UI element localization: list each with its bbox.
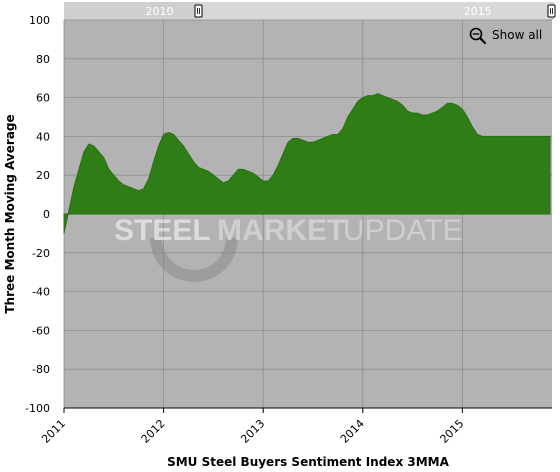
navigator-handle-right[interactable] xyxy=(547,4,556,18)
navigator-handle-left[interactable] xyxy=(194,4,203,18)
y-tick-label: -20 xyxy=(32,247,50,260)
navigator-selection[interactable] xyxy=(200,2,550,20)
watermark-logo: STEEL MARKET UPDATE xyxy=(114,214,462,282)
y-tick-label: -80 xyxy=(32,363,50,376)
watermark-market: MARKET xyxy=(217,214,345,247)
show-all-label: Show all xyxy=(492,28,542,42)
y-tick-label: 20 xyxy=(36,169,50,182)
y-tick-label: 60 xyxy=(36,92,50,105)
x-tick-label: 2014 xyxy=(338,417,367,446)
x-axis: 2011 2012 2013 2014 2015 xyxy=(39,407,552,446)
watermark-swoosh xyxy=(150,238,238,282)
y-tick-label: -100 xyxy=(25,402,50,415)
x-tick-label: 2012 xyxy=(139,417,168,446)
y-tick-label: 80 xyxy=(36,53,50,66)
y-tick-label: -60 xyxy=(32,324,50,337)
y-tick-label: 40 xyxy=(36,130,50,143)
show-all-button[interactable]: Show all xyxy=(469,27,543,45)
x-tick-label: 2013 xyxy=(238,417,267,446)
y-tick-label: 100 xyxy=(29,14,50,27)
x-tick-label: 2011 xyxy=(39,417,68,446)
zoom-out-icon xyxy=(469,27,487,45)
range-navigator[interactable]: 2010 2015 xyxy=(64,2,556,20)
watermark-update: UPDATE xyxy=(343,214,462,247)
y-tick-label: 0 xyxy=(43,208,50,221)
x-axis-title: SMU Steel Buyers Sentiment Index 3MMA xyxy=(167,455,450,469)
watermark-steel: STEEL xyxy=(114,214,211,247)
y-axis: 100 80 60 40 20 0 -20 -40 -60 -80 -100 xyxy=(25,14,50,415)
y-tick-label: -40 xyxy=(32,286,50,299)
x-tick-label: 2015 xyxy=(437,417,466,446)
sentiment-area xyxy=(63,93,551,234)
y-axis-title: Three Month Moving Average xyxy=(3,114,17,313)
navigator-year-label: 2010 xyxy=(145,5,173,18)
navigator-year-label: 2015 xyxy=(464,5,492,18)
